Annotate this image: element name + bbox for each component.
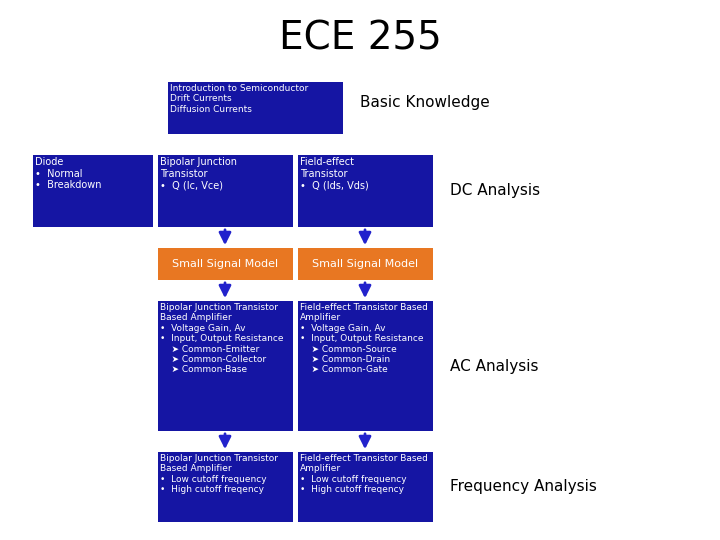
- Text: ECE 255: ECE 255: [279, 19, 441, 57]
- Bar: [33, 155, 153, 227]
- Bar: [158, 301, 293, 431]
- Bar: [298, 301, 433, 431]
- Text: Bipolar Junction
Transistor
•  Q (Ic, Vce): Bipolar Junction Transistor • Q (Ic, Vce…: [160, 157, 237, 190]
- Text: Field-effect Transistor Based
Amplifier
•  Low cutoff frequency
•  High cutoff f: Field-effect Transistor Based Amplifier …: [300, 454, 428, 494]
- Text: Frequency Analysis: Frequency Analysis: [450, 480, 597, 495]
- Text: Small Signal Model: Small Signal Model: [312, 259, 418, 269]
- Text: Field-effect
Transistor
•  Q (Ids, Vds): Field-effect Transistor • Q (Ids, Vds): [300, 157, 369, 190]
- Text: AC Analysis: AC Analysis: [450, 359, 539, 374]
- Bar: [298, 155, 433, 227]
- Text: Bipolar Junction Transistor
Based Amplifier
•  Voltage Gain, Av
•  Input, Output: Bipolar Junction Transistor Based Amplif…: [160, 303, 284, 374]
- Text: Field-effect Transistor Based
Amplifier
•  Voltage Gain, Av
•  Input, Output Res: Field-effect Transistor Based Amplifier …: [300, 303, 428, 374]
- Text: Diode
•  Normal
•  Breakdown: Diode • Normal • Breakdown: [35, 157, 102, 190]
- Bar: [158, 248, 293, 280]
- Text: DC Analysis: DC Analysis: [450, 184, 540, 199]
- Bar: [298, 452, 433, 522]
- Text: Small Signal Model: Small Signal Model: [172, 259, 278, 269]
- Text: Introduction to Semiconductor
Drift Currents
Diffusion Currents: Introduction to Semiconductor Drift Curr…: [170, 84, 308, 114]
- Bar: [158, 155, 293, 227]
- Bar: [298, 248, 433, 280]
- Bar: [168, 82, 343, 134]
- Text: Bipolar Junction Transistor
Based Amplifier
•  Low cutoff frequency
•  High cuto: Bipolar Junction Transistor Based Amplif…: [160, 454, 278, 494]
- Text: Basic Knowledge: Basic Knowledge: [360, 96, 490, 111]
- Bar: [158, 452, 293, 522]
